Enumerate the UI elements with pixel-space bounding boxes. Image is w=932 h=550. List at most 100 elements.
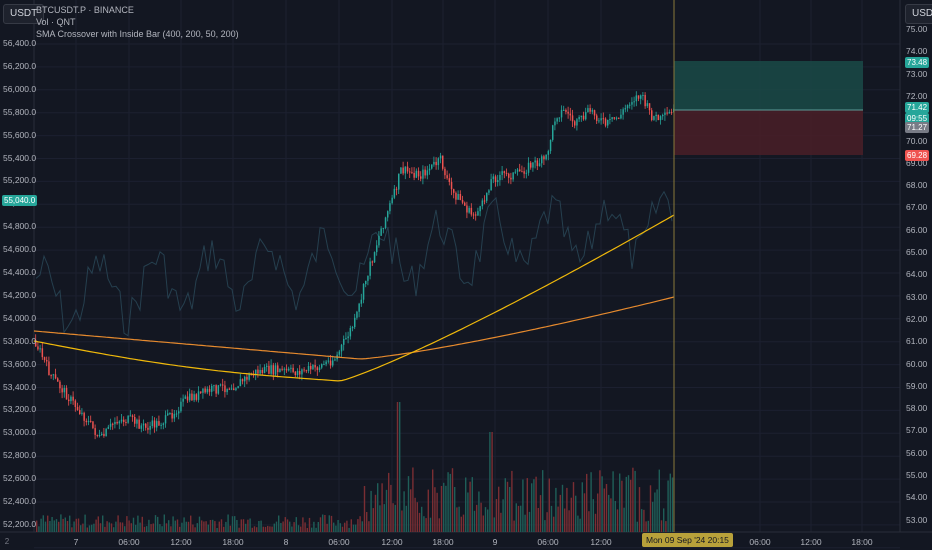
- candle-body: [659, 116, 662, 121]
- candle-body: [321, 364, 323, 368]
- candle-body: [158, 421, 160, 426]
- time-axis-tick: 18:00: [432, 537, 454, 547]
- volume-bar: [416, 502, 418, 532]
- left-scale-unit-button[interactable]: USDT: [3, 4, 45, 24]
- candle-body: [431, 164, 433, 169]
- volume-bar: [311, 527, 313, 532]
- volume-bar: [258, 521, 260, 532]
- candle-body: [387, 211, 389, 218]
- volume-bar: [267, 525, 269, 532]
- candle-body: [527, 162, 530, 173]
- candle-body: [228, 388, 231, 390]
- candle-body: [136, 419, 138, 424]
- volume-bar: [652, 501, 654, 532]
- volume-bar: [179, 526, 181, 532]
- candle-body: [585, 112, 587, 120]
- legend-symbol[interactable]: BTCUSDT.P · BINANCE: [36, 5, 134, 15]
- volume-bar: [262, 526, 264, 532]
- volume-bar: [667, 480, 669, 532]
- volume-bar: [381, 483, 383, 532]
- volume-bar: [660, 520, 663, 532]
- candle-body: [378, 235, 380, 246]
- candle-body: [373, 252, 376, 263]
- volume-bar: [669, 473, 671, 532]
- volume-bar: [60, 514, 62, 532]
- bar-countdown-tag: 09:55: [905, 113, 930, 124]
- volume-bar: [436, 492, 438, 532]
- volume-bar: [236, 520, 238, 532]
- legend-volume[interactable]: Vol · QNT: [36, 17, 76, 27]
- right-axis-tick: 57.00: [906, 425, 928, 436]
- left-axis-tick: 55,600.0: [3, 129, 37, 140]
- volume-bar: [185, 521, 187, 532]
- volume-bar: [163, 514, 165, 532]
- left-axis-tick: 54,000.0: [3, 312, 37, 323]
- candle-body: [395, 188, 398, 190]
- volume-bar: [346, 520, 348, 532]
- candle-body: [68, 399, 70, 402]
- volume-bar: [410, 489, 412, 532]
- candle-body: [118, 421, 121, 424]
- candle-body: [631, 102, 633, 105]
- volume-bar: [608, 494, 610, 532]
- candle-body: [569, 113, 572, 116]
- candle-body: [369, 261, 371, 276]
- candle-body: [354, 317, 356, 328]
- volume-bar: [548, 478, 550, 532]
- right-axis-tick: 64.00: [906, 269, 928, 280]
- left-axis-tick: 55,800.0: [3, 106, 37, 117]
- candle-body: [329, 360, 332, 366]
- volume-bar: [170, 526, 172, 532]
- candle-body: [343, 339, 345, 345]
- volume-bar: [328, 515, 330, 532]
- volume-bar: [130, 523, 132, 532]
- candle-body: [83, 412, 85, 421]
- volume-bar: [289, 521, 291, 532]
- volume-bar: [396, 402, 399, 532]
- volume-bar: [581, 482, 583, 532]
- candle-body: [182, 398, 184, 402]
- volume-bar: [641, 509, 643, 532]
- volume-bar: [165, 523, 168, 532]
- legend-indicator[interactable]: SMA Crossover with Inside Bar (400, 200,…: [36, 29, 239, 39]
- candle-body: [94, 428, 96, 435]
- volume-bar: [665, 521, 667, 532]
- candle-body: [74, 400, 77, 407]
- right-axis-tick: 56.00: [906, 447, 928, 458]
- candle-body: [664, 112, 666, 115]
- candle-body: [574, 121, 576, 126]
- right-scale-unit-button[interactable]: USDT: [905, 4, 932, 24]
- volume-bar: [495, 499, 498, 532]
- candle-body: [470, 207, 473, 215]
- candle-body: [173, 413, 176, 419]
- volume-bar: [594, 513, 597, 532]
- time-axis-tick: 06:00: [118, 537, 140, 547]
- volume-bar: [273, 523, 275, 532]
- volume-bar: [225, 521, 227, 532]
- volume-bar: [154, 515, 157, 532]
- candle-body: [272, 365, 275, 375]
- volume-bar: [506, 481, 509, 532]
- candle-body: [171, 413, 173, 419]
- candle-body: [488, 190, 490, 193]
- volume-bar: [656, 489, 658, 532]
- candle-body: [479, 206, 481, 212]
- candle-body: [332, 360, 334, 366]
- left-axis-tick: 52,200.0: [3, 518, 37, 529]
- candle-body: [589, 108, 591, 112]
- volume-bar: [229, 525, 231, 532]
- volume-bar: [121, 522, 124, 532]
- candle-body: [156, 421, 158, 428]
- left-axis-tick: 53,000.0: [3, 427, 37, 438]
- volume-bar: [194, 527, 196, 532]
- volume-bar: [555, 487, 557, 532]
- volume-bar: [619, 473, 621, 532]
- candle-body: [246, 376, 248, 380]
- volume-bar: [152, 523, 154, 532]
- candle-body: [475, 214, 477, 216]
- volume-bar: [139, 522, 141, 532]
- volume-bar: [432, 469, 434, 532]
- right-axis-tick: 58.00: [906, 403, 928, 414]
- volume-bar: [570, 497, 572, 532]
